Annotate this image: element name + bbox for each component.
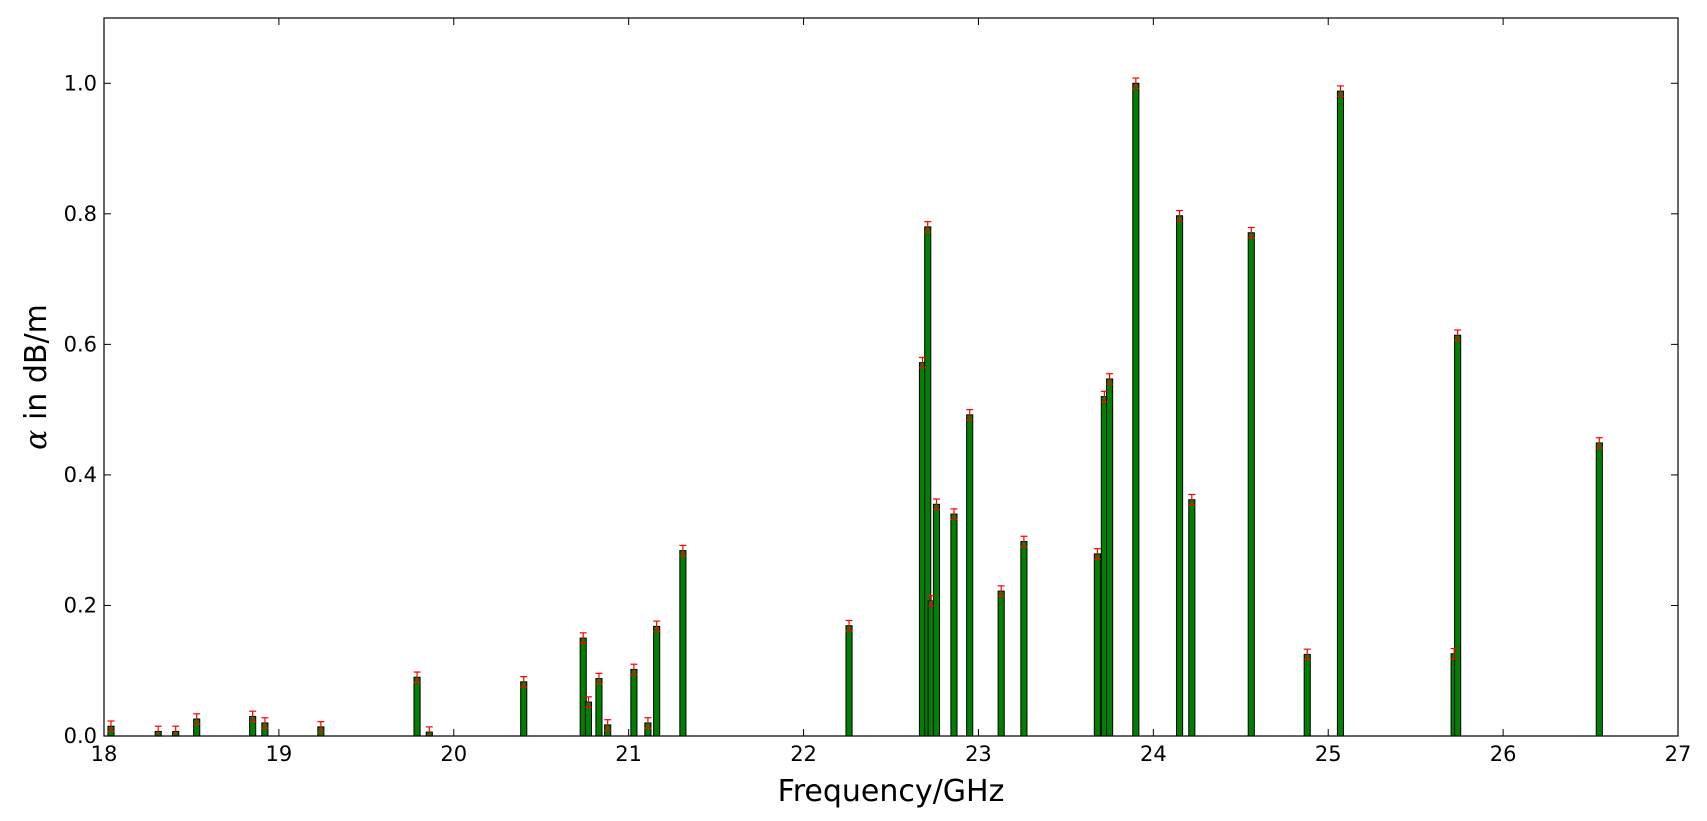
error-bar bbox=[595, 672, 603, 685]
error-bar bbox=[1093, 548, 1101, 560]
bar bbox=[630, 668, 638, 737]
bar bbox=[595, 678, 603, 737]
error-bar bbox=[1188, 493, 1196, 506]
x-tick-label: 18 bbox=[91, 742, 118, 766]
y-tick-label: 0.0 bbox=[64, 724, 97, 748]
bar bbox=[966, 414, 974, 737]
y-axis-label-text: in dB/m bbox=[19, 304, 54, 429]
error-bar bbox=[317, 721, 325, 733]
y-tick-label: 0.6 bbox=[64, 332, 97, 356]
error-bars-layer bbox=[107, 77, 1603, 737]
bar bbox=[413, 676, 421, 737]
error-bar bbox=[644, 717, 652, 729]
error-bar bbox=[1450, 647, 1458, 660]
error-bar bbox=[932, 498, 940, 511]
x-tick-label: 27 bbox=[1665, 742, 1692, 766]
error-bar bbox=[950, 508, 958, 520]
error-bar bbox=[1336, 85, 1344, 97]
y-tick-label: 0.4 bbox=[64, 463, 97, 487]
bar bbox=[1595, 442, 1603, 737]
bar bbox=[1303, 653, 1311, 737]
x-tick-label: 26 bbox=[1490, 742, 1517, 766]
x-tick-label: 25 bbox=[1315, 742, 1342, 766]
error-bar bbox=[1106, 373, 1114, 385]
bar bbox=[950, 513, 958, 737]
bar bbox=[1336, 90, 1345, 737]
error-bar bbox=[1595, 437, 1603, 449]
x-axis-label: Frequency/GHz bbox=[778, 774, 1005, 809]
bar bbox=[1132, 82, 1140, 737]
error-bar bbox=[1303, 648, 1311, 661]
error-bar bbox=[1247, 226, 1255, 239]
y-tick-label: 1.0 bbox=[64, 71, 97, 95]
bar bbox=[520, 681, 528, 737]
bar bbox=[1093, 553, 1101, 737]
error-bar bbox=[413, 671, 421, 684]
error-bar bbox=[653, 620, 661, 633]
error-bar bbox=[966, 409, 974, 421]
error-bar bbox=[1020, 535, 1028, 548]
error-bar bbox=[1132, 77, 1140, 90]
x-tick-label: 24 bbox=[1140, 742, 1167, 766]
y-tick-label: 0.2 bbox=[64, 593, 97, 617]
error-bar bbox=[918, 356, 926, 369]
error-bar bbox=[107, 720, 115, 733]
error-bar bbox=[584, 696, 592, 708]
bar bbox=[1176, 215, 1184, 737]
bar bbox=[845, 625, 853, 737]
error-bar bbox=[927, 595, 935, 607]
error-bar bbox=[193, 713, 201, 725]
x-tick-label: 21 bbox=[615, 742, 642, 766]
error-bar bbox=[924, 221, 932, 233]
y-axis-label-symbol: α bbox=[19, 430, 54, 450]
y-axis-label: α in dB/m bbox=[19, 304, 54, 450]
error-bar bbox=[579, 632, 587, 644]
x-tick-label: 19 bbox=[266, 742, 293, 766]
x-tick-label: 23 bbox=[965, 742, 992, 766]
error-bar bbox=[261, 717, 269, 729]
error-bar bbox=[630, 663, 638, 676]
x-tick-label: 22 bbox=[790, 742, 817, 766]
ticks-layer: 18 19 20 21 22 23 24 25 26 27 0.0 0.2 0.4 0.6 0.8 1.0 bbox=[64, 18, 1692, 766]
error-bar bbox=[1176, 209, 1184, 222]
bar bbox=[932, 503, 941, 737]
error-bar bbox=[679, 544, 687, 557]
bar bbox=[997, 590, 1005, 737]
error-bar bbox=[997, 585, 1005, 597]
plot-frame bbox=[103, 17, 1679, 737]
bar bbox=[1106, 378, 1114, 737]
bars-layer bbox=[107, 82, 1603, 737]
bar bbox=[1188, 499, 1196, 737]
bar bbox=[653, 625, 661, 737]
bar bbox=[1454, 334, 1462, 737]
error-bar bbox=[1100, 390, 1108, 403]
y-tick-label: 0.8 bbox=[64, 202, 97, 226]
bar bbox=[1020, 540, 1028, 737]
bar bbox=[679, 550, 687, 737]
error-bar bbox=[1454, 329, 1462, 342]
bar bbox=[1247, 232, 1255, 737]
error-bar bbox=[845, 619, 853, 632]
error-bar bbox=[249, 710, 257, 723]
error-bar bbox=[520, 676, 528, 688]
error-bar bbox=[604, 719, 612, 731]
x-tick-label: 20 bbox=[440, 742, 467, 766]
